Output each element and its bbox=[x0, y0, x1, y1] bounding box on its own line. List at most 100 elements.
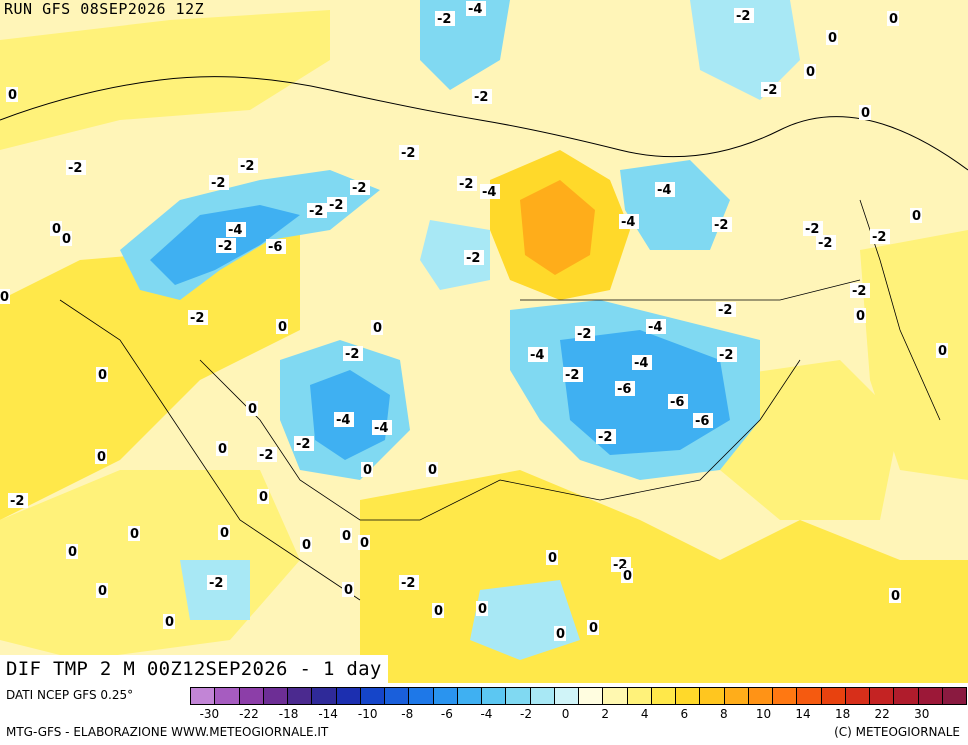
contour-label: -2 bbox=[464, 250, 484, 266]
scale-swatch bbox=[385, 687, 410, 705]
scale-swatch bbox=[433, 687, 458, 705]
scale-tick-label: 22 bbox=[874, 707, 890, 721]
contour-label: -2 bbox=[596, 429, 616, 445]
contour-value: -2 bbox=[459, 177, 473, 192]
scale-swatch bbox=[263, 687, 288, 705]
scale-tick-label: -6 bbox=[440, 707, 453, 721]
contour-label: -4 bbox=[480, 184, 500, 200]
contour-label: 0 bbox=[887, 11, 899, 27]
contour-value: 0 bbox=[130, 527, 139, 542]
scale-tick-label: 2 bbox=[601, 707, 609, 721]
contour-value: -2 bbox=[296, 437, 310, 452]
contour-value: -4 bbox=[228, 223, 242, 238]
contour-value: 0 bbox=[363, 463, 372, 478]
legend-footer: DATI NCEP GFS 0.25° -30 -22 -18 -14 -10 -8 -6-… bbox=[0, 683, 968, 745]
scale-swatch bbox=[821, 687, 846, 705]
contour-value: -6 bbox=[695, 414, 709, 429]
scale-tick-label: -22 bbox=[239, 707, 259, 721]
run-title: RUN GFS 08SEP2026 12Z bbox=[4, 0, 205, 18]
contour-value: 0 bbox=[478, 602, 487, 617]
contour-label: -2 bbox=[457, 176, 477, 192]
contour-label: -2 bbox=[816, 235, 836, 251]
contour-value: 0 bbox=[891, 589, 900, 604]
scale-swatch bbox=[651, 687, 676, 705]
contour-label: 0 bbox=[546, 550, 558, 566]
contour-value: 0 bbox=[68, 545, 77, 560]
contour-value: -2 bbox=[352, 181, 366, 196]
contour-value: 0 bbox=[0, 290, 9, 305]
scale-swatch bbox=[797, 687, 822, 705]
scale-swatch bbox=[482, 687, 507, 705]
scale-swatch bbox=[748, 687, 773, 705]
contour-label: 0 bbox=[859, 105, 871, 121]
contour-value: -2 bbox=[577, 327, 591, 342]
scale-swatch bbox=[312, 687, 337, 705]
contour-label: -4 bbox=[334, 412, 354, 428]
scale-swatch bbox=[918, 687, 943, 705]
scale-swatch bbox=[773, 687, 798, 705]
contour-label: -2 bbox=[207, 575, 227, 591]
scale-swatch bbox=[239, 687, 264, 705]
contour-label: -2 bbox=[575, 326, 595, 342]
contour-value: 0 bbox=[165, 615, 174, 630]
scale-tick-label: 8 bbox=[720, 707, 728, 721]
contour-label: -2 bbox=[307, 203, 327, 219]
contour-label: 0 bbox=[96, 367, 108, 383]
scale-swatch bbox=[579, 687, 604, 705]
contour-value: 0 bbox=[248, 402, 257, 417]
contour-label: -2 bbox=[343, 346, 363, 362]
contour-value: -2 bbox=[218, 239, 232, 254]
contour-label: 0 bbox=[60, 231, 72, 247]
contour-value: -4 bbox=[374, 421, 388, 436]
contour-value: 0 bbox=[589, 621, 598, 636]
scale-tick-label: -18 bbox=[278, 707, 299, 721]
contour-value: -4 bbox=[648, 320, 662, 335]
contour-label: -2 bbox=[435, 11, 455, 27]
contour-label: 0 bbox=[432, 603, 444, 619]
contour-label: -4 bbox=[466, 1, 486, 17]
contour-value: -2 bbox=[345, 347, 359, 362]
contour-value: 0 bbox=[218, 442, 227, 457]
contour-label: 0 bbox=[621, 568, 633, 584]
contour-value: 0 bbox=[373, 321, 382, 336]
contour-label: -6 bbox=[615, 381, 635, 397]
contour-value: 0 bbox=[360, 536, 369, 551]
contour-label: -4 bbox=[655, 182, 675, 198]
contour-label: 0 bbox=[826, 30, 838, 46]
contour-label: -4 bbox=[619, 214, 639, 230]
contour-value: -2 bbox=[718, 303, 732, 318]
contour-value: 0 bbox=[62, 232, 71, 247]
contour-label: 0 bbox=[163, 614, 175, 630]
contour-label: -4 bbox=[528, 347, 548, 363]
scale-tick-label: -10 bbox=[357, 707, 378, 721]
contour-label: 0 bbox=[0, 289, 10, 305]
contour-label: 0 bbox=[300, 537, 312, 553]
contour-label: 0 bbox=[66, 544, 78, 560]
contour-value: -2 bbox=[714, 218, 728, 233]
contour-value: -2 bbox=[818, 236, 832, 251]
contour-value: -6 bbox=[617, 382, 631, 397]
contour-value: -2 bbox=[68, 161, 82, 176]
scale-swatch bbox=[288, 687, 313, 705]
scale-swatch bbox=[894, 687, 919, 705]
scale-tick-label: 0 bbox=[561, 707, 570, 721]
contour-value: 0 bbox=[938, 344, 947, 359]
contour-value: 0 bbox=[220, 526, 229, 541]
contour-value: -2 bbox=[309, 204, 323, 219]
contour-label: 0 bbox=[246, 401, 258, 417]
scale-swatch bbox=[700, 687, 725, 705]
contour-label: -2 bbox=[850, 283, 870, 299]
contour-value: -4 bbox=[468, 2, 482, 17]
contour-value: 0 bbox=[98, 368, 107, 383]
color-scale-bar bbox=[190, 687, 967, 705]
scale-tick-label: 10 bbox=[755, 707, 772, 721]
contour-value: -2 bbox=[240, 159, 254, 174]
contour-value: 0 bbox=[912, 209, 921, 224]
contour-value: 0 bbox=[856, 309, 865, 324]
contour-value: -2 bbox=[437, 12, 451, 27]
contour-value: -2 bbox=[805, 222, 819, 237]
contour-value: -6 bbox=[268, 240, 282, 255]
scale-swatch bbox=[360, 687, 385, 705]
contour-label: -2 bbox=[66, 160, 86, 176]
